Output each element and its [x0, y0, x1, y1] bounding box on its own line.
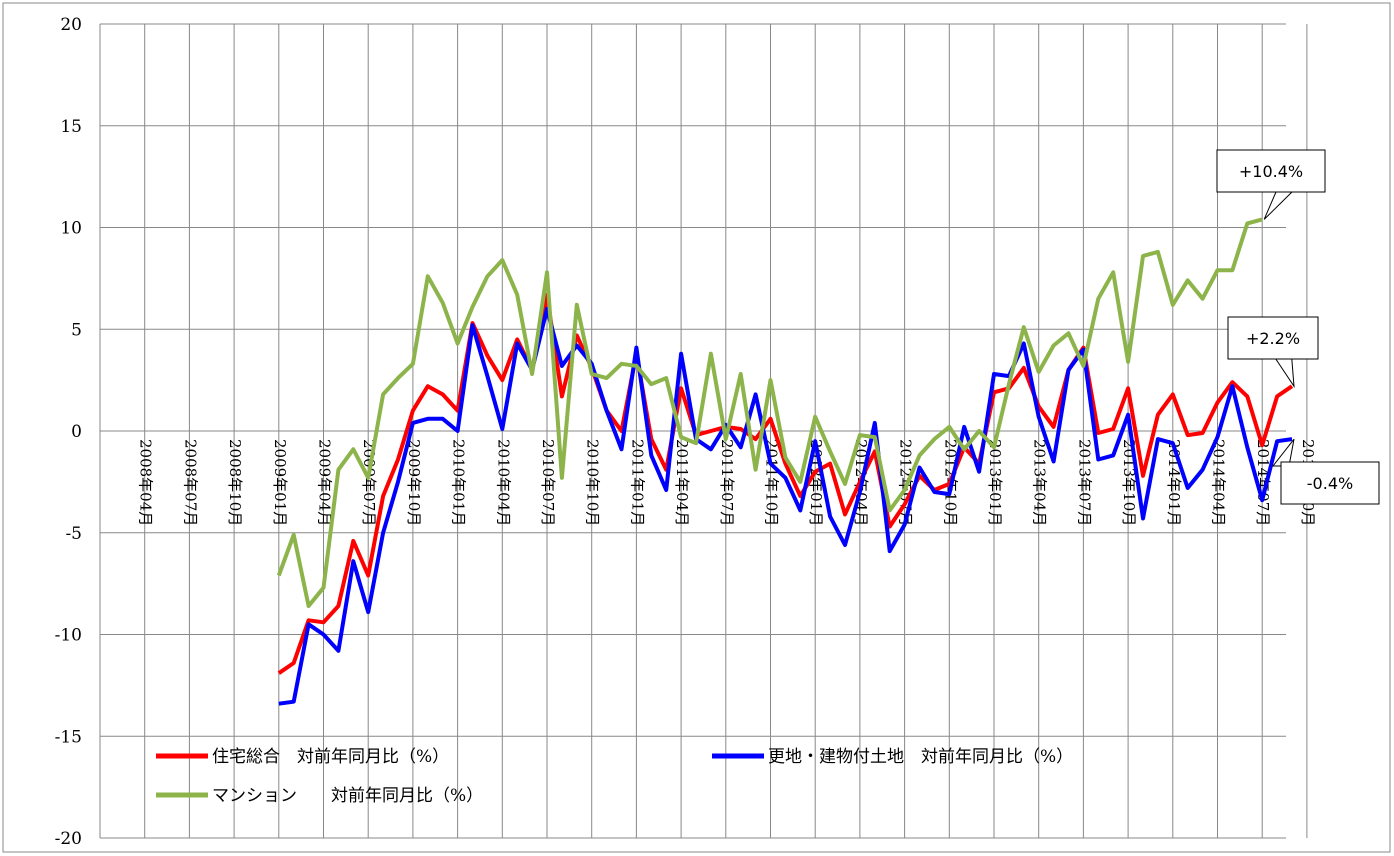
y-tick-label: 20 — [60, 15, 82, 35]
callouts: +10.4% +2.2% -0.4% — [1216, 149, 1380, 505]
legend-item-0: 住宅総合 対前年同月比（%） — [156, 747, 449, 767]
callout-box — [1227, 316, 1319, 360]
x-tick-label: 2010年07月 — [539, 439, 557, 526]
x-tick-label: 2009年04月 — [316, 439, 334, 526]
x-tick-label: 2011年07月 — [718, 439, 736, 526]
callout-2: -0.4% — [1271, 438, 1380, 505]
legend-item-2: マンション 対前年同月比（%） — [156, 786, 483, 806]
legend: 住宅総合 対前年同月比（%） 更地・建物付土地 対前年同月比（%） マンション 対前… — [156, 747, 1073, 806]
y-axis: -20 -15 -10 -5 0 5 10 15 20 — [55, 15, 82, 849]
x-tick-label: 2014年04月 — [1210, 439, 1228, 526]
callout-text: +2.2% — [1246, 329, 1300, 348]
callout-1: +2.2% — [1227, 316, 1319, 389]
x-tick-label: 2011年04月 — [673, 439, 691, 526]
x-tick-label: 2013年04月 — [1031, 439, 1049, 526]
legend-label: 住宅総合 対前年同月比（%） — [212, 747, 449, 767]
x-tick-label: 2011年01月 — [628, 439, 646, 526]
legend-label: 更地・建物付土地 対前年同月比（%） — [768, 747, 1073, 767]
y-tick-label: -10 — [55, 626, 82, 646]
series-line-0 — [277, 292, 1294, 675]
x-tick-label: 2010年04月 — [494, 439, 512, 526]
series-lines — [276, 217, 1294, 706]
y-tick-label: 5 — [71, 320, 82, 340]
x-tick-label: 2010年01月 — [450, 439, 468, 526]
x-tick-label: 2011年10月 — [763, 439, 781, 526]
x-tick-label: 2013年07月 — [1075, 439, 1093, 526]
y-tick-label: -20 — [55, 829, 82, 849]
x-tick-label: 2008年04月 — [137, 439, 155, 526]
x-tick-label: 2014年07月 — [1254, 439, 1272, 526]
callout-text: +10.4% — [1239, 162, 1303, 181]
x-tick-label: 2013年01月 — [986, 439, 1004, 526]
x-tick-label: 2009年01月 — [271, 439, 289, 526]
y-tick-label: -15 — [55, 727, 82, 747]
x-tick-label: 2008年10月 — [226, 439, 244, 526]
y-tick-label: 10 — [60, 219, 82, 239]
y-tick-label: -5 — [65, 524, 82, 544]
y-tick-label: 15 — [60, 117, 82, 137]
callout-box — [1280, 461, 1380, 505]
x-tick-label: 2010年10月 — [584, 439, 602, 526]
callout-0: +10.4% — [1216, 149, 1326, 220]
legend-item-1: 更地・建物付土地 対前年同月比（%） — [712, 747, 1073, 767]
x-tick-label: 2009年10月 — [405, 439, 423, 526]
series-line-1 — [278, 306, 1293, 706]
y-tick-label: 0 — [71, 422, 82, 442]
x-tick-label: 2008年07月 — [181, 439, 199, 526]
callout-box — [1216, 149, 1326, 193]
callout-text: -0.4% — [1307, 474, 1353, 493]
series-line-2 — [276, 217, 1263, 608]
legend-label: マンション 対前年同月比（%） — [212, 786, 483, 806]
x-tick-label: 2009年07月 — [360, 439, 378, 526]
